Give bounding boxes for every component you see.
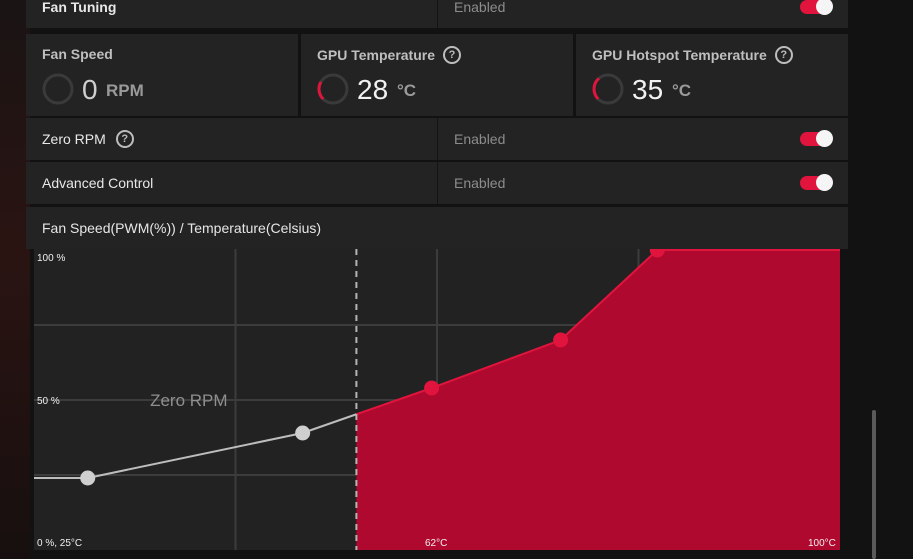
row-separator [437,0,438,28]
fan-speed-card: Fan Speed 0 RPM [26,34,298,116]
gpu-hotspot-unit: °C [672,81,692,100]
zero-rpm-label-text: Zero RPM [42,131,106,147]
gpu-hotspot-title: GPU Hotspot Temperature ? [592,46,793,64]
fan-tuning-label: Fan Tuning [42,0,117,15]
gpu-hotspot-gauge-icon [592,73,624,105]
help-icon[interactable]: ? [115,130,134,148]
zero-rpm-curve-line [34,413,357,479]
curve-point[interactable] [424,380,440,396]
gpu-temperature-unit: °C [397,81,417,100]
help-icon[interactable]: ? [443,46,461,64]
gpu-temperature-title: GPU Temperature ? [317,46,461,64]
curve-points[interactable] [80,249,665,486]
fan-tuning-toggle[interactable] [800,0,833,15]
advanced-control-row: Advanced Control Enabled [26,162,848,204]
zero-rpm-status: Enabled [454,131,506,147]
zero-rpm-label: Zero RPM ? [26,130,453,148]
row-separator [437,162,438,204]
gpu-hotspot-card: GPU Hotspot Temperature ? 35 °C [576,34,848,116]
active-curve-area [356,250,840,550]
zero-rpm-region-label: Zero RPM [150,391,227,410]
fan-curve-chart[interactable]: Zero RPM 100 % 50 % 0 %, 25°C 62°C 100°C [34,249,840,550]
fan-speed-value: 0 [82,74,98,105]
y-tick-100: 100 % [37,253,65,264]
advanced-control-toggle[interactable] [800,174,833,191]
zero-rpm-toggle[interactable] [800,130,833,147]
gpu-hotspot-title-text: GPU Hotspot Temperature [592,47,767,63]
curve-point[interactable] [295,425,311,441]
background-glow [0,0,30,559]
row-separator [437,118,438,160]
curve-point[interactable] [80,470,96,486]
y-tick-50: 50 % [37,396,60,407]
fan-speed-unit: RPM [106,81,144,100]
fan-speed-title-text: Fan Speed [42,46,113,62]
scrollbar[interactable] [872,410,876,559]
advanced-control-label: Advanced Control [42,175,154,191]
gpu-hotspot-value: 35 [632,74,664,105]
curve-point[interactable] [553,332,569,348]
fan-speed-title: Fan Speed [42,46,113,62]
origin-tick: 0 %, 25°C [37,538,82,549]
x-tick-100: 100°C [808,538,836,549]
gpu-temperature-gauge-icon [317,73,349,105]
chart-title: Fan Speed(PWM(%)) / Temperature(Celsius) [26,207,848,249]
fan-speed-gauge-icon [42,73,74,105]
x-tick-62: 62°C [425,538,447,549]
gpu-temperature-card: GPU Temperature ? 28 °C [301,34,573,116]
curve-point[interactable] [649,249,665,258]
zero-rpm-row: Zero RPM ? Enabled [26,118,848,160]
gpu-temperature-value: 28 [357,74,389,105]
advanced-control-status: Enabled [454,175,506,191]
metrics-cards: Fan Speed 0 RPM GPU Temperature ? 28 °C … [26,34,848,116]
fan-tuning-row: Fan Tuning Enabled [26,0,848,28]
gpu-temperature-title-text: GPU Temperature [317,47,435,63]
fan-tuning-status: Enabled [454,0,506,15]
help-icon[interactable]: ? [774,46,793,64]
fan-curve-svg[interactable]: Zero RPM 100 % 50 % 0 %, 25°C 62°C 100°C [34,249,840,550]
